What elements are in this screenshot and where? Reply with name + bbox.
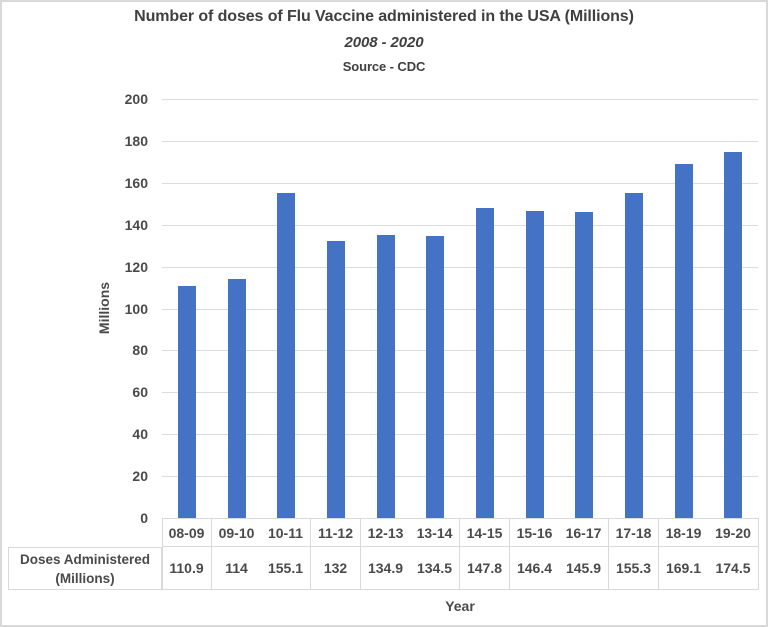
table-left-border: [162, 518, 163, 590]
gridline-40: [162, 434, 758, 435]
table-category-cell: 15-16: [510, 518, 560, 547]
table-value-cell: 134.5: [410, 547, 460, 590]
y-tick-label-180: 180: [124, 133, 148, 149]
bar-18-19: [675, 164, 693, 518]
table-category-cell: 14-15: [460, 518, 510, 547]
table-category-cell: 16-17: [559, 518, 609, 547]
chart-source: Source - CDC: [342, 59, 426, 74]
bar-16-17: [575, 212, 593, 518]
bar-17-18: [625, 193, 643, 518]
gridline-120: [162, 267, 758, 268]
gridline-100: [162, 309, 758, 310]
y-tick-label-120: 120: [124, 259, 148, 275]
table-row-header: Doses Administered (Millions): [8, 547, 162, 590]
gridline-160: [162, 183, 758, 184]
chart-title: Number of doses of Flu Vaccine administe…: [134, 8, 634, 25]
y-axis-title: Millions: [96, 281, 112, 335]
y-tick-label-80: 80: [132, 342, 148, 358]
table-category-cell: 12-13: [361, 518, 411, 547]
bar-13-14: [426, 236, 444, 518]
table-value-cell: 155.1: [261, 547, 311, 590]
y-tick-label-20: 20: [132, 468, 148, 484]
y-tick-label-0: 0: [140, 510, 148, 526]
table-category-cell: 18-19: [659, 518, 709, 547]
gridline-80: [162, 350, 758, 351]
table-category-cell: 09-10: [212, 518, 262, 547]
table-value-cell: 146.4: [510, 547, 560, 590]
gridline-20: [162, 476, 758, 477]
bar-14-15: [476, 208, 494, 518]
table-value-cell: 134.9: [361, 547, 411, 590]
table-value-cell: 174.5: [708, 547, 759, 590]
x-axis-title: Year: [445, 598, 475, 614]
table-category-cell: 08-09: [162, 518, 212, 547]
y-tick-label-60: 60: [132, 384, 148, 400]
y-tick-label-140: 140: [124, 217, 148, 233]
gridline-200: [162, 99, 758, 100]
table-value-cell: 132: [311, 547, 361, 590]
chart-subtitle: 2008 - 2020: [344, 34, 424, 51]
table-value-cell: 110.9: [162, 547, 212, 590]
bar-15-16: [526, 211, 544, 518]
table-category-cell: 17-18: [609, 518, 659, 547]
bar-12-13: [377, 235, 395, 518]
y-tick-label-160: 160: [124, 175, 148, 191]
table-category-cell: 19-20: [708, 518, 759, 547]
table-value-cell: 147.8: [460, 547, 510, 590]
table-category-cell: 11-12: [311, 518, 361, 547]
bar-10-11: [277, 193, 295, 518]
table-value-cell: 155.3: [609, 547, 659, 590]
table-value-cell: 114: [212, 547, 262, 590]
table-category-cell: 10-11: [261, 518, 311, 547]
y-tick-label-40: 40: [132, 426, 148, 442]
table-value-cell: 145.9: [559, 547, 609, 590]
bar-19-20: [724, 152, 742, 518]
gridline-180: [162, 141, 758, 142]
table-value-cell: 169.1: [659, 547, 709, 590]
gridline-60: [162, 392, 758, 393]
gridline-140: [162, 225, 758, 226]
bar-09-10: [228, 279, 246, 518]
bar-08-09: [178, 286, 196, 518]
table-category-cell: 13-14: [410, 518, 460, 547]
bar-11-12: [327, 241, 345, 518]
y-tick-label-100: 100: [124, 301, 148, 317]
y-tick-label-200: 200: [124, 91, 148, 107]
